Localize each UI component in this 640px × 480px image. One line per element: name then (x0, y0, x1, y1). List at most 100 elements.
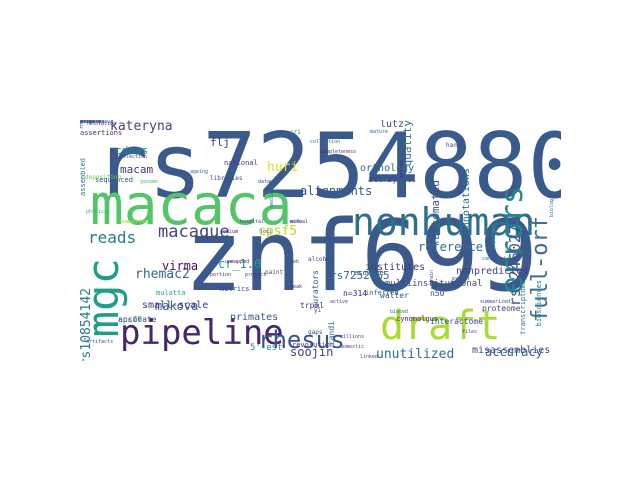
word: peak (290, 284, 303, 290)
word: cluster (80, 120, 102, 125)
word: curators (311, 270, 320, 309)
word: biologist (549, 190, 555, 218)
word: rs7252865 (330, 269, 390, 282)
word: collection (310, 139, 341, 145)
word: misassemblies (472, 345, 551, 356)
word: candi (327, 321, 336, 346)
word: nonpredicted (456, 266, 529, 277)
word: brain (429, 270, 435, 286)
word: walter (380, 291, 409, 300)
word: genome (140, 179, 159, 185)
word: depositing (85, 174, 122, 181)
word: makova (155, 299, 199, 313)
word: kateryna (110, 120, 173, 134)
word: all-by-all (368, 175, 417, 184)
word: summarized (480, 299, 511, 305)
word: institutes (365, 262, 426, 273)
word: proteome (482, 304, 521, 313)
word: alcohol (308, 256, 334, 263)
word: reference (418, 240, 484, 254)
word: n=314 (343, 289, 368, 298)
word: millions (340, 334, 365, 340)
word: expanded (491, 225, 497, 250)
word: loci (260, 229, 273, 235)
word: virma (162, 259, 199, 273)
word: macam (120, 163, 154, 176)
word: reads (88, 228, 137, 247)
word: draft (380, 303, 501, 349)
word: small-scale (142, 300, 209, 311)
word: physical (86, 209, 111, 215)
word: accurate (118, 315, 157, 324)
word: trpml (300, 301, 325, 310)
word: znf699 (184, 200, 539, 314)
word: metrics (220, 285, 250, 293)
word: active (330, 299, 349, 305)
word: alignments (300, 184, 373, 198)
word: biased (390, 309, 409, 315)
word: rs7254880 (94, 120, 561, 219)
word: files (462, 329, 478, 335)
word: kingdoms (80, 120, 105, 125)
word: cerebral (80, 120, 105, 125)
word: resolution (86, 121, 117, 127)
word: multiinstitutional (385, 279, 483, 289)
word: resource (350, 269, 384, 277)
word: macaca (90, 173, 293, 238)
word: cpsf6 (118, 315, 143, 324)
word: orthology (360, 163, 415, 174)
word: annotations (461, 168, 472, 235)
word: ageing (190, 169, 209, 175)
word: 5'-est (250, 343, 283, 353)
word: accuracy (485, 345, 543, 359)
word: soojin (290, 345, 334, 359)
word: candidate (482, 256, 510, 262)
word: selection (120, 154, 148, 160)
word: biosciences (535, 280, 543, 327)
word: cdnas (115, 144, 149, 157)
word: rhemac2 (135, 267, 190, 282)
word: revolution (292, 341, 335, 349)
word: automated (429, 180, 442, 240)
word: sodium (220, 229, 239, 235)
word: domestic (340, 344, 365, 350)
word: kangaroo (80, 120, 105, 125)
word: mediation (269, 180, 275, 208)
word: sequenced (95, 176, 133, 184)
word: cynomolgus (396, 315, 439, 323)
word: mutual (290, 219, 309, 225)
word: mammalian (120, 219, 148, 225)
word: web (290, 259, 300, 265)
word: artifacts (86, 339, 114, 345)
word: rhesus (258, 326, 345, 354)
word: pipeline (120, 313, 284, 353)
word: flj (210, 136, 230, 149)
word: gaps (308, 329, 323, 336)
word: libraries (210, 175, 243, 182)
word: cri (290, 129, 301, 136)
word: paint (265, 269, 284, 276)
word: completeness (320, 149, 357, 155)
word: portion (210, 272, 232, 278)
word: inferred (365, 289, 399, 297)
word: export (452, 276, 471, 282)
word: cr_1.0 (218, 257, 262, 271)
word: hospital (240, 219, 265, 225)
word: current (537, 160, 543, 182)
word: lutz (380, 120, 405, 130)
word: n50 (430, 289, 445, 298)
word: assertions (80, 129, 123, 137)
word-cloud: rs7254880 znf699 macaca nonhuman pipelin… (80, 120, 561, 361)
word: primates (230, 312, 279, 323)
word: unmapped (225, 259, 250, 265)
word: mulatta (156, 289, 186, 297)
word: entrez (399, 160, 405, 179)
word: data (258, 179, 271, 185)
word: yi (314, 307, 322, 314)
word: national (224, 159, 258, 167)
word: cpsf5 (258, 224, 298, 239)
word: macaque (158, 222, 230, 242)
word: hang (446, 142, 461, 149)
word: transcriptome (519, 280, 527, 335)
